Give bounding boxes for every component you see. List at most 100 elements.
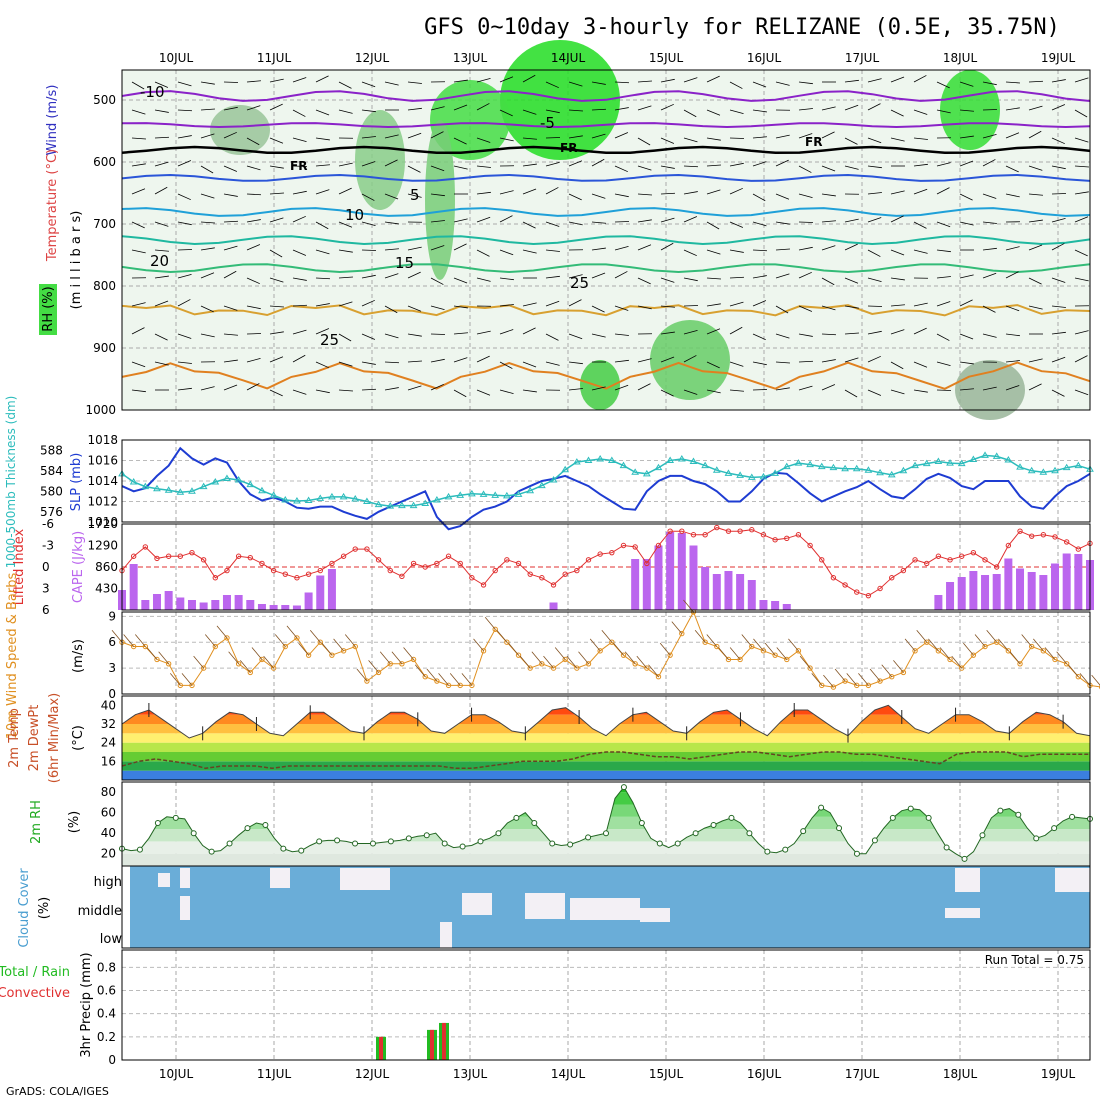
upper-wind-barb: [154, 275, 169, 279]
upper-wind-barb: [384, 159, 398, 167]
upper-wind-barb: [223, 193, 238, 197]
lifted-index-point: [865, 592, 872, 599]
cape-bar: [199, 602, 208, 610]
upper-wind-barb: [982, 221, 997, 224]
upper-wind-barb: [177, 193, 191, 201]
rh-point: [190, 830, 197, 837]
lifted-index-point: [515, 560, 522, 567]
level-tick-600: 600: [93, 155, 116, 169]
date-label-top-1: 11JUL: [257, 51, 292, 65]
upper-wind-barb: [936, 301, 951, 307]
rh-shade-3: [425, 120, 455, 280]
wind-barb: [356, 668, 368, 682]
upper-wind-barb: [959, 135, 974, 139]
thickness-point: [607, 456, 616, 463]
wind-speed-point: [889, 674, 895, 680]
cape-tick-860: 860: [95, 560, 118, 574]
thickness-point: [339, 492, 348, 500]
temp-band-1: [122, 761, 1090, 771]
isotherm-label-5: 20: [150, 252, 169, 270]
upper-wind-barb: [453, 277, 468, 284]
lifted-index-point: [317, 567, 323, 574]
upper-wind-barb: [844, 137, 858, 145]
wind-speed-point: [200, 665, 207, 671]
rh-shade-5: [650, 320, 730, 400]
lifted-index-point: [434, 560, 440, 567]
frame-wind: [121, 611, 1091, 695]
upper-wind-barb: [430, 383, 444, 391]
date-label-bottom-6: 16JUL: [747, 1067, 782, 1081]
upper-wind-barb: [959, 333, 974, 340]
isotherm-5: [121, 235, 1091, 246]
rh-label: RH (%): [41, 286, 56, 331]
wind-barb: [438, 673, 449, 686]
upper-wind-barb: [890, 190, 905, 195]
wind-speed-point: [527, 665, 533, 671]
cape-bar: [1016, 568, 1025, 610]
upper-wind-barb: [637, 383, 651, 391]
lifted-index-point: [305, 571, 312, 577]
lifted-index-label: Lifted Index: [12, 528, 27, 605]
cape-bar: [759, 600, 768, 610]
rh-point: [549, 840, 556, 847]
wind-speed-point: [993, 639, 1000, 645]
wind-speed-point: [947, 656, 953, 663]
upper-wind-barb: [614, 107, 629, 111]
temp-tick-24: 24: [101, 736, 116, 750]
wind-barb: [706, 634, 718, 647]
thickness-point: [328, 492, 336, 500]
rh-point: [136, 846, 143, 853]
wind-barb: [624, 651, 636, 665]
upper-wind-barb: [223, 165, 238, 172]
wind-barb: [111, 629, 123, 643]
upper-wind-barb: [361, 136, 376, 139]
wind-barb: [974, 634, 986, 647]
lifted-index-point: [947, 557, 953, 563]
upper-wind-barb: [729, 361, 744, 367]
upper-wind-barb: [522, 389, 537, 393]
thickness-point: [537, 481, 546, 489]
wind-barb: [811, 673, 823, 686]
upper-wind-barb: [131, 361, 146, 368]
upper-panel-labels: Wind (m/s) Temperature (°C) RH (%) (m i …: [39, 85, 84, 335]
cape-bar: [211, 600, 220, 610]
frame-cloud: [121, 865, 1091, 949]
upper-wind-barb: [200, 221, 215, 224]
upper-wind-barb: [660, 165, 675, 169]
upper-wind-barb: [660, 217, 675, 223]
thickness-point: [922, 459, 931, 467]
cape-bar: [782, 604, 791, 610]
upper-wind-barb: [522, 109, 537, 115]
rh-point: [1069, 813, 1076, 820]
cape-bar: [187, 600, 196, 610]
thickness-point: [223, 474, 231, 481]
upper-wind-barb: [545, 221, 560, 227]
upper-wind-barb: [959, 221, 974, 226]
wind-speed-point: [212, 643, 219, 650]
li-tick-0: 0: [42, 560, 50, 574]
upper-wind-barb: [476, 216, 491, 223]
cape-bar: [689, 545, 698, 610]
thickness-point: [433, 495, 441, 503]
upper-wind-barb: [1074, 191, 1089, 195]
precip-units-label: 3hr Precip (mm): [79, 952, 94, 1057]
thickness-point: [806, 460, 814, 468]
wind-barb: [216, 625, 228, 639]
wind-speed-point: [924, 639, 930, 645]
wind-speed-point: [784, 656, 790, 663]
wind-barb: [788, 638, 799, 652]
upper-wind-barb: [706, 389, 721, 394]
upper-wind-barb: [844, 277, 859, 284]
upper-wind-barb: [131, 137, 146, 140]
thickness-point: [841, 464, 849, 472]
temp-panel-labels: 2m Temp 2m DewPt (6hr Min/Max) (°C): [7, 693, 86, 783]
upper-wind-barb: [131, 163, 146, 167]
upper-wind-barb: [867, 277, 882, 283]
upper-wind-barb: [269, 103, 283, 111]
rh-point: [692, 830, 699, 837]
wind-speed-point: [644, 665, 650, 671]
rh-point: [997, 807, 1004, 814]
lifted-index-point: [714, 524, 720, 531]
upper-wind-barb: [821, 333, 837, 336]
rh-band-4: [122, 792, 1090, 805]
